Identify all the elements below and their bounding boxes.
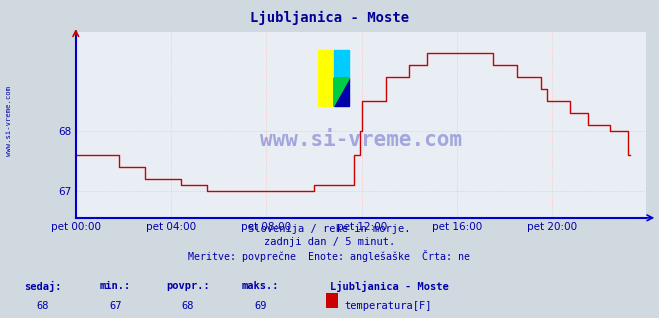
Bar bbox=[333, 78, 349, 106]
Text: www.si-vreme.com: www.si-vreme.com bbox=[5, 86, 12, 156]
Text: sedaj:: sedaj: bbox=[24, 281, 61, 293]
Text: povpr.:: povpr.: bbox=[166, 281, 210, 291]
Polygon shape bbox=[333, 78, 349, 106]
Text: min.:: min.: bbox=[100, 281, 131, 291]
Text: 67: 67 bbox=[109, 301, 121, 310]
Text: zadnji dan / 5 minut.: zadnji dan / 5 minut. bbox=[264, 237, 395, 247]
Text: maks.:: maks.: bbox=[242, 281, 279, 291]
Text: Ljubljanica - Moste: Ljubljanica - Moste bbox=[250, 11, 409, 25]
Text: 68: 68 bbox=[37, 301, 49, 310]
Bar bbox=[318, 50, 333, 106]
Text: Ljubljanica - Moste: Ljubljanica - Moste bbox=[330, 281, 448, 293]
Text: Slovenija / reke in morje.: Slovenija / reke in morje. bbox=[248, 224, 411, 234]
Text: www.si-vreme.com: www.si-vreme.com bbox=[260, 130, 462, 150]
Text: temperatura[F]: temperatura[F] bbox=[344, 301, 432, 310]
Text: 68: 68 bbox=[182, 301, 194, 310]
Bar bbox=[333, 50, 349, 78]
Text: 69: 69 bbox=[254, 301, 266, 310]
Text: Meritve: povprečne  Enote: anglešaške  Črta: ne: Meritve: povprečne Enote: anglešaške Črt… bbox=[188, 250, 471, 262]
